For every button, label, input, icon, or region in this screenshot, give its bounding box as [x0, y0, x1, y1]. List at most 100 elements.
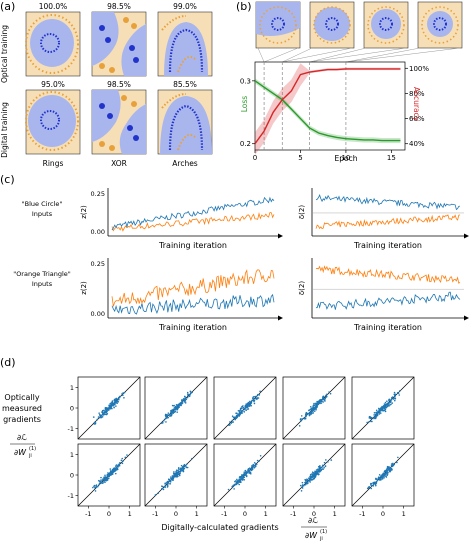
connector-right-3: [282, 47, 353, 63]
scatter-point: [251, 468, 253, 471]
scatter-point: [94, 490, 97, 492]
scatter-point: [378, 409, 381, 411]
tile-digital-rings: [25, 89, 81, 155]
scatter-point: [381, 409, 384, 412]
c-ylabel: δ(2): [298, 205, 306, 219]
scatter-point: [106, 475, 108, 477]
scatter-point: [258, 460, 260, 462]
scatter-point: [259, 390, 261, 393]
scatter-point: [176, 409, 178, 411]
scatter-point: [312, 409, 315, 412]
scatter-point: [250, 400, 253, 402]
scatter-point: [235, 482, 238, 484]
c-x-axis-arrow: [464, 233, 469, 239]
scatter-point: [176, 472, 178, 474]
y-right-tick-label: 60%: [409, 115, 425, 123]
c-trace-orange: [315, 214, 461, 230]
scatter-point: [300, 490, 303, 492]
scatter-point: [115, 398, 117, 400]
c-trace-orange: [111, 212, 275, 232]
scatter-point: [246, 406, 249, 408]
scatter-point: [111, 404, 113, 407]
column-label-rings: Rings: [43, 159, 64, 168]
scatter-point: [380, 478, 382, 481]
scatter-point: [248, 469, 251, 472]
scatter-point: [172, 472, 175, 475]
scatter-point: [322, 401, 324, 403]
scatter-point: [117, 401, 120, 403]
scatter-point: [113, 404, 115, 407]
scatter-point: [256, 397, 259, 399]
scatter-point: [107, 473, 110, 475]
scatter-point: [115, 400, 118, 403]
scatter-point: [242, 407, 245, 409]
scatter-point: [312, 471, 315, 474]
d-y-tick-label: 1: [70, 384, 74, 392]
c-x-axis-arrow: [278, 233, 283, 239]
panel-label-d: (d): [0, 356, 16, 369]
scatter-point: [393, 399, 396, 402]
epoch-axis-label: Epoch: [335, 154, 358, 163]
scatter-point: [187, 394, 189, 396]
scatter-point: [311, 409, 313, 411]
scatter-point: [249, 403, 251, 405]
scatter-point: [300, 415, 303, 417]
accuracy-optical-rings: 100.0%: [39, 2, 68, 11]
panel-label-b: (b): [236, 0, 252, 13]
scatter-point: [395, 461, 398, 464]
scatter-point: [375, 409, 378, 412]
scatter-point: [239, 407, 242, 410]
scatter-point: [170, 477, 173, 480]
scatter-point: [231, 415, 234, 417]
epoch-thumb-1: [255, 1, 301, 49]
scatter-point: [370, 482, 373, 485]
d-x-tick-label: 0: [243, 510, 247, 518]
scatter-point: [104, 478, 107, 481]
scatter-point: [126, 454, 128, 456]
scatter-point: [100, 479, 102, 481]
scatter-point: [299, 418, 302, 421]
scatter-point: [109, 474, 112, 476]
scatter-point: [304, 414, 307, 416]
scatter-point: [244, 407, 246, 409]
connector-right-1: [263, 47, 299, 63]
x-tick-label: 15: [387, 154, 396, 162]
connector-right-6: [309, 47, 407, 63]
tile-optical-xor: [91, 11, 147, 77]
scatter-point: [367, 487, 370, 489]
scatter-point: [399, 390, 401, 392]
c-y-tick-label: 0.25: [91, 190, 105, 198]
scatter-point: [384, 407, 386, 410]
scatter-point: [313, 403, 315, 405]
scatter-panel-r1-c4: -1 0 1: [351, 443, 415, 518]
scatter-point: [312, 475, 315, 477]
scatter-point: [382, 475, 385, 477]
d-y-tick-label: -1: [68, 425, 74, 433]
scatter-point: [116, 402, 119, 404]
scatter-point: [182, 470, 185, 473]
d-x-tick-label: 1: [195, 510, 199, 518]
c-ylabel: z(2): [80, 205, 88, 219]
scatter-point: [178, 404, 180, 406]
row-label-digital: Digital training: [0, 102, 9, 158]
scatter-point: [315, 409, 317, 411]
scatter-point: [241, 477, 244, 479]
scatter-panel-r1-c1: -1 0 1: [144, 443, 208, 518]
scatter-point: [374, 484, 377, 487]
connector-left-10: [345, 47, 421, 63]
scatter-panel-r0-c2: [213, 376, 277, 440]
scatter-point: [96, 418, 98, 421]
scatter-point: [169, 482, 171, 485]
d-xlabel: Digitally-calculated gradients: [161, 523, 278, 532]
scatter-point: [176, 476, 178, 478]
c-trace-orange: [111, 269, 275, 307]
scatter-point: [378, 411, 381, 414]
scatter-point: [388, 399, 390, 402]
column-label-xor: XOR: [111, 159, 127, 168]
scatter-point: [109, 468, 112, 470]
scatter-point: [181, 400, 184, 402]
scatter-point: [315, 469, 318, 471]
scatter-point: [164, 482, 167, 484]
scatter-point: [244, 470, 247, 472]
scatter-panel-r0-c0: -1 0 1: [68, 376, 141, 440]
